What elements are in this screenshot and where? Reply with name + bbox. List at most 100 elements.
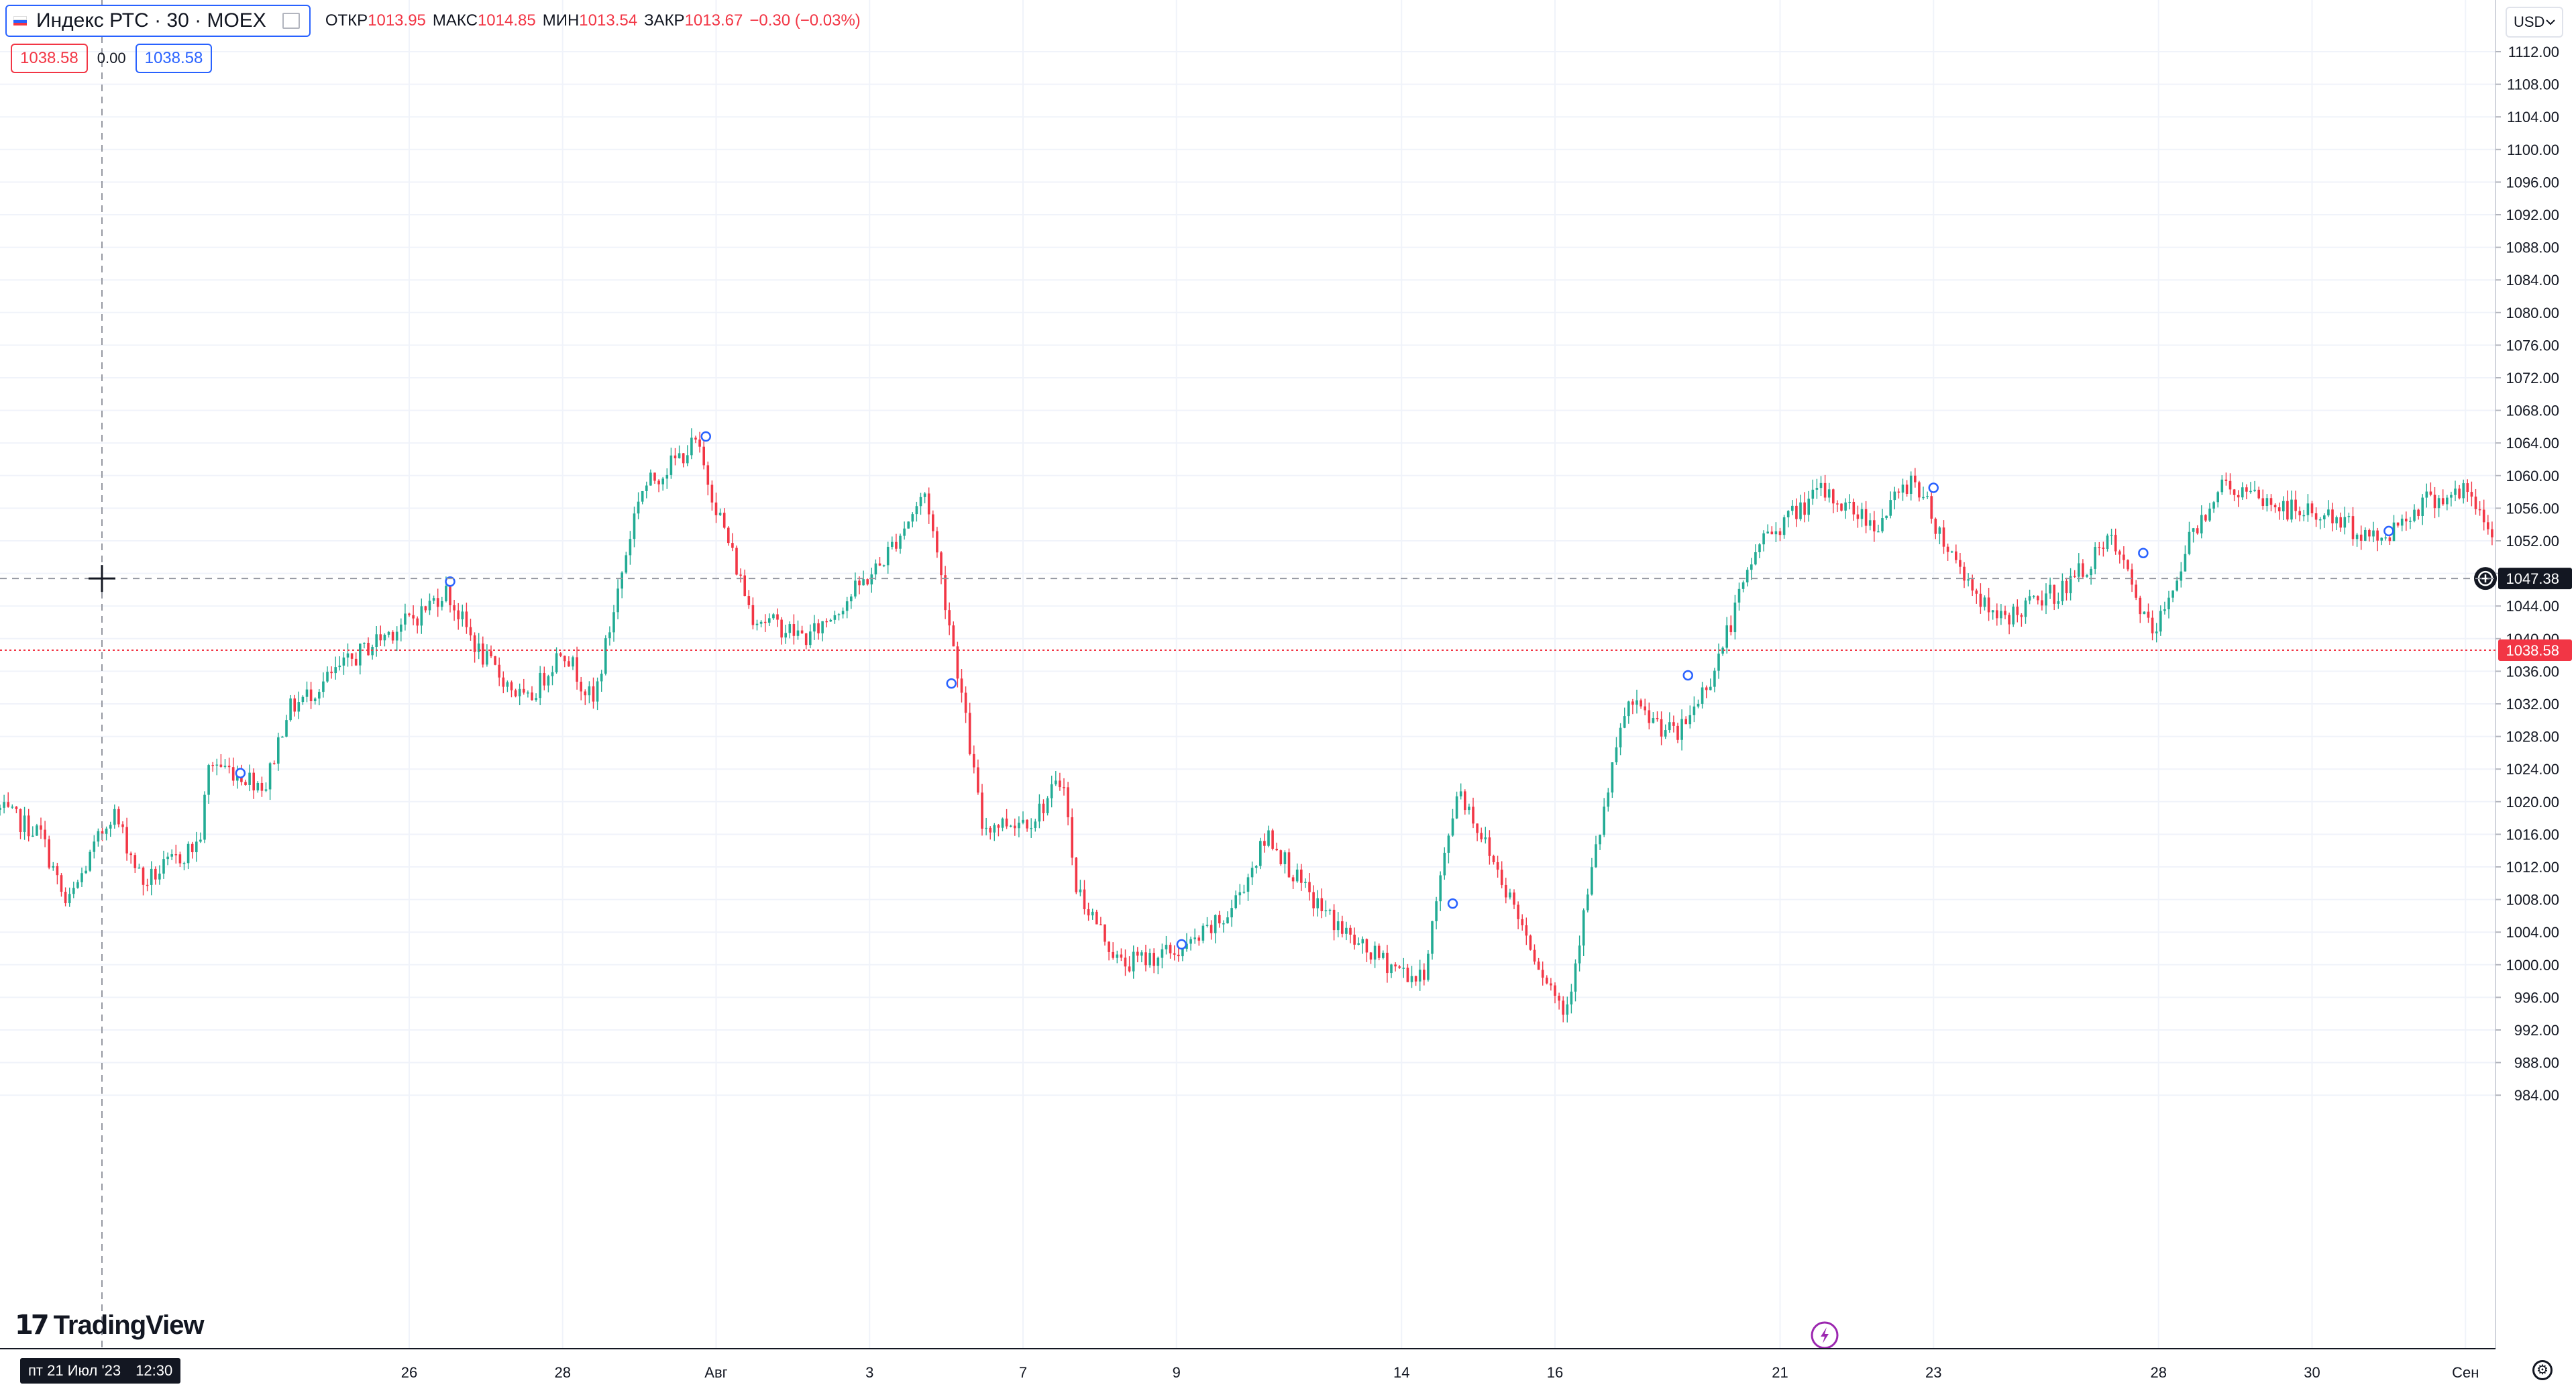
high-key: МАКС	[432, 11, 478, 30]
candle-body	[2171, 590, 2174, 598]
candle-body	[1505, 884, 1507, 898]
candle-body	[2155, 631, 2158, 633]
price-tick-label: 1004.00	[2506, 924, 2559, 941]
candle-body	[923, 493, 926, 497]
candle-body	[207, 765, 210, 795]
candle-body	[1030, 827, 1032, 829]
high-value: 1014.85	[477, 11, 536, 30]
price-tick-label: 996.00	[2514, 989, 2559, 1006]
candle-body	[117, 809, 120, 825]
candle-body	[960, 678, 963, 693]
candle-body	[1688, 715, 1692, 725]
candle-body	[2090, 568, 2092, 576]
tradingview-logo[interactable]: 17 TradingView	[15, 1308, 205, 1342]
candle-body	[1414, 976, 1417, 982]
candle-body	[2302, 515, 2306, 517]
candle-body	[1873, 520, 1876, 531]
candle-body	[1300, 869, 1303, 883]
candle-body	[531, 692, 533, 701]
candle-body	[113, 809, 116, 825]
currency-select[interactable]: USD	[2506, 7, 2563, 38]
buy-button[interactable]: 1038.58	[135, 44, 213, 73]
sell-button[interactable]: 1038.58	[11, 44, 88, 73]
candle-body	[2323, 515, 2326, 519]
candle-body	[1022, 819, 1024, 823]
candle-body	[1733, 603, 1737, 633]
candle-body	[2331, 509, 2334, 523]
candle-body	[1165, 945, 1168, 949]
price-tick-label: 1076.00	[2506, 337, 2559, 354]
candle-body	[833, 615, 837, 620]
candle-body	[1741, 582, 1745, 589]
candle-body	[2045, 593, 2047, 606]
candle-body	[1574, 963, 1577, 992]
candle-body	[1901, 484, 1904, 493]
candle-body	[1500, 870, 1503, 885]
candle-body	[2220, 479, 2224, 493]
candle-body	[1230, 908, 1233, 918]
candle-body	[1210, 925, 1213, 933]
candle-body	[449, 586, 451, 606]
candle-body	[1014, 825, 1016, 829]
candle-body	[2318, 519, 2322, 521]
crosshair-time: 12:30	[136, 1362, 173, 1379]
candle-body	[2306, 503, 2310, 515]
candle-body	[2380, 537, 2383, 541]
crosshair-time-label: пт 21 Июл '23 12:30	[20, 1358, 181, 1384]
candle-body	[32, 835, 34, 837]
candle-body	[2241, 487, 2244, 498]
candle-body	[1635, 700, 1638, 705]
candle-body	[2224, 479, 2228, 481]
candle-body	[817, 623, 820, 633]
candle-body	[1447, 835, 1450, 853]
candle-body	[886, 546, 890, 566]
candle-body	[629, 539, 632, 556]
candle-body	[2127, 560, 2129, 570]
symbol-legend: Индекс РТС · 30 · MOEX ОТКР1013.95 МАКС1…	[5, 5, 861, 37]
candle-body	[1283, 852, 1287, 864]
candle-body	[657, 480, 660, 484]
candle-body	[1226, 917, 1229, 924]
candle-body	[383, 634, 386, 641]
candle-body	[641, 490, 644, 502]
candle-body	[1279, 850, 1283, 864]
candle-body	[1782, 517, 1786, 535]
price-tick-label: 1088.00	[2506, 240, 2559, 256]
candle-body	[490, 651, 492, 657]
candle-body	[1648, 710, 1651, 723]
candle-series	[0, 428, 2575, 1023]
candle-body	[2466, 483, 2469, 493]
candle-body	[759, 621, 763, 624]
candle-body	[2425, 491, 2428, 498]
candle-body	[2237, 495, 2240, 498]
symbol-box[interactable]: Индекс РТС · 30 · MOEX	[5, 5, 311, 37]
eye-icon[interactable]	[282, 13, 300, 29]
candle-body	[1587, 894, 1589, 911]
candle-body	[1173, 953, 1176, 955]
candle-body	[195, 841, 198, 853]
candle-body	[293, 698, 296, 712]
candle-body	[919, 497, 922, 507]
time-tick-label: 21	[1772, 1364, 1788, 1381]
candle-body	[1946, 546, 1949, 552]
candle-body	[346, 653, 350, 658]
candle-body	[1930, 496, 1933, 519]
candle-body	[2102, 548, 2105, 550]
candle-body	[747, 596, 751, 605]
candle-body	[1427, 953, 1430, 980]
candle-body	[596, 681, 599, 702]
gear-icon[interactable]: ⚙	[2532, 1360, 2553, 1380]
candle-body	[506, 682, 509, 687]
candle-body	[2372, 530, 2375, 537]
candle-body	[1582, 910, 1585, 946]
candle-body	[1406, 968, 1409, 982]
candle-body	[150, 868, 153, 885]
candle-body	[572, 657, 574, 667]
candle-body	[1914, 475, 1917, 482]
time-tick-label: 7	[1019, 1364, 1027, 1381]
candle-body	[350, 653, 354, 659]
candle-body	[1095, 911, 1098, 925]
time-tick-label: Сен	[2452, 1364, 2479, 1381]
